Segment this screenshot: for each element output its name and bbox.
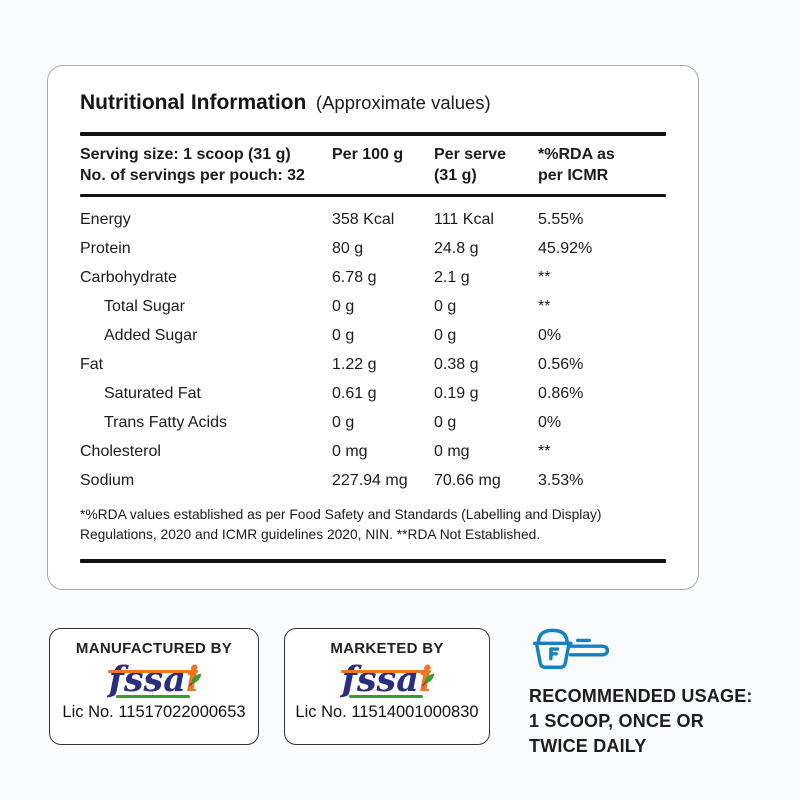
nutrient-name: Carbohydrate (80, 269, 177, 286)
fssai-orange-bar (108, 670, 198, 673)
nutrient-name: Total Sugar (104, 298, 185, 315)
nutrition-card: Nutritional Information (Approximate val… (47, 65, 699, 590)
subtitle-text: (Approximate values) (315, 92, 491, 113)
nutrient-name: Cholesterol (80, 443, 161, 460)
rda-label-line1: *%RDA as (538, 145, 615, 163)
table-row: Sodium 227.94 mg 70.66 mg 3.53% (80, 466, 666, 495)
table-row: Saturated Fat 0.61 g 0.19 g 0.86% (80, 379, 666, 408)
manufactured-by-label: MANUFACTURED BY (75, 640, 233, 657)
value-rda: 0.56% (538, 356, 584, 373)
value-rda: 0% (538, 414, 562, 431)
value-rda: 5.55% (538, 211, 584, 228)
divider-bottom (80, 559, 666, 563)
table-row: Added Sugar 0 g 0 g 0% (80, 321, 666, 350)
manufactured-by-box: MANUFACTURED BY fssai Lic No. 1151702200… (49, 628, 259, 745)
table-body: Energy 358 Kcal 111 Kcal 5.55% Protein 8… (80, 197, 666, 495)
value-per-100g: 0 g (332, 327, 355, 344)
fssai-green-bar (349, 695, 423, 698)
value-rda: 45.92% (538, 240, 593, 257)
value-per-serve: 0.19 g (434, 385, 479, 402)
nutrient-name: Added Sugar (104, 327, 198, 344)
nutrient-name: Protein (80, 240, 131, 257)
per-serve-label-line2: (31 g) (434, 166, 477, 184)
value-per-serve: 0 g (434, 414, 457, 431)
table-row: Cholesterol 0 mg 0 mg ** (80, 437, 666, 466)
page-subtitle: (Approximate values) (311, 92, 491, 113)
table-row: Protein 80 g 24.8 g 45.92% (80, 234, 666, 263)
usage-line-2: 1 SCOOP, ONCE OR (529, 711, 704, 731)
value-per-serve: 0 g (434, 327, 457, 344)
rda-footnote: *%RDA values established as per Food Saf… (80, 507, 602, 542)
marketed-by-box: MARKETED BY fssai Lic No. 11514001000830 (284, 628, 490, 745)
marketed-by-label: MARKETED BY (330, 640, 444, 657)
value-per-100g: 6.78 g (332, 269, 377, 286)
table-row: Carbohydrate 6.78 g 2.1 g ** (80, 263, 666, 292)
fssai-logo: fssai (339, 658, 435, 702)
value-per-100g: 0 mg (332, 443, 368, 460)
nutrient-name: Saturated Fat (104, 385, 201, 402)
value-rda: 0.86% (538, 385, 584, 402)
per-serve-label-line1: Per serve (434, 145, 507, 163)
nutrient-name: Sodium (80, 472, 135, 489)
fssai-green-bar (116, 695, 190, 698)
manufacturer-license-number: Lic No. 11517022000653 (62, 703, 246, 721)
value-rda: 0% (538, 327, 562, 344)
value-rda: ** (538, 443, 551, 460)
leaf-icon (421, 654, 436, 698)
table-row: Trans Fatty Acids 0 g 0 g 0% (80, 408, 666, 437)
recommended-usage: RECOMMENDED USAGE: 1 SCOOP, ONCE OR TWIC… (529, 684, 779, 759)
servings-per-pouch-line: No. of servings per pouch: 32 (80, 166, 305, 184)
fssai-orange-bar (341, 670, 431, 673)
value-per-100g: 1.22 g (332, 356, 377, 373)
divider-header (80, 193, 666, 197)
value-per-serve: 0 g (434, 298, 457, 315)
value-rda: ** (538, 269, 551, 286)
value-per-100g: 358 Kcal (332, 211, 395, 228)
value-rda: ** (538, 298, 551, 315)
card-title-row: Nutritional Information (Approximate val… (80, 89, 666, 119)
value-per-100g: 0.61 g (332, 385, 377, 402)
header-rda: *%RDA as per ICMR (538, 144, 666, 186)
fssai-wordmark: fssa (341, 659, 419, 700)
usage-line-1: RECOMMENDED USAGE: (529, 686, 753, 706)
value-per-serve: 0.38 g (434, 356, 479, 373)
per-100g-label: Per 100 g (332, 145, 404, 163)
value-per-100g: 227.94 mg (332, 472, 408, 489)
header-serving: Serving size: 1 scoop (31 g) No. of serv… (80, 144, 332, 186)
value-per-100g: 0 g (332, 298, 355, 315)
scoop-icon (529, 627, 613, 678)
serving-size-line: Serving size: 1 scoop (31 g) (80, 145, 291, 163)
marketer-license-number: Lic No. 11514001000830 (295, 703, 479, 721)
header-per-100g: Per 100 g (332, 144, 434, 186)
nutrient-name: Fat (80, 356, 104, 373)
value-per-serve: 70.66 mg (434, 472, 501, 489)
value-per-100g: 80 g (332, 240, 364, 257)
table-row: Fat 1.22 g 0.38 g 0.56% (80, 350, 666, 379)
table-header: Serving size: 1 scoop (31 g) No. of serv… (80, 136, 666, 194)
fssai-logo: fssai (106, 658, 202, 702)
value-per-100g: 0 g (332, 414, 355, 431)
header-per-serve: Per serve (31 g) (434, 144, 538, 186)
value-rda: 3.53% (538, 472, 584, 489)
table-row: Total Sugar 0 g 0 g ** (80, 292, 666, 321)
value-per-serve: 2.1 g (434, 269, 470, 286)
divider-top (80, 132, 666, 136)
value-per-serve: 24.8 g (434, 240, 479, 257)
nutrient-name: Trans Fatty Acids (104, 414, 227, 431)
nutrient-name: Energy (80, 211, 131, 228)
table-row: Energy 358 Kcal 111 Kcal 5.55% (80, 205, 666, 234)
fssai-wordmark: fssa (108, 659, 186, 700)
rda-label-line2: per ICMR (538, 166, 609, 184)
page-title: Nutritional Information (80, 91, 307, 114)
usage-line-3: TWICE DAILY (529, 736, 647, 756)
value-per-serve: 111 Kcal (434, 211, 494, 228)
value-per-serve: 0 mg (434, 443, 470, 460)
leaf-icon (188, 654, 203, 698)
